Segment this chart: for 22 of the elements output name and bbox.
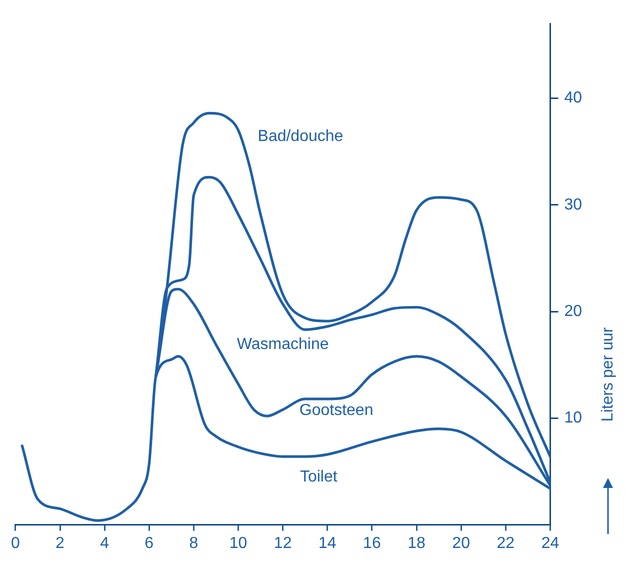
x-tick-label: 20	[452, 534, 470, 552]
x-tick-label: 16	[363, 534, 381, 552]
series-label: Gootsteen	[299, 402, 374, 419]
x-tick-label: 0	[10, 534, 20, 552]
x-tick-label: 18	[408, 534, 426, 552]
x-tick-label: 24	[541, 534, 560, 552]
x-tick-label: 22	[496, 534, 515, 552]
y-tick-label: 40	[564, 90, 582, 107]
y-tick-label: 20	[564, 302, 582, 320]
x-tick-label: 12	[274, 534, 292, 552]
y-tick-label: 10	[564, 410, 582, 427]
x-tick-label: 14	[318, 534, 336, 552]
x-tick-label: 10	[229, 534, 248, 552]
y-tick-label: 30	[564, 196, 582, 214]
x-tick-label: 6	[144, 534, 154, 552]
y-axis-title: Liters per uur	[599, 326, 616, 422]
x-tick-label: 2	[56, 534, 65, 552]
series-label: Bad/douche	[258, 128, 344, 145]
series-label: Toilet	[300, 468, 338, 486]
x-tick-label: 4	[100, 534, 110, 552]
x-tick-label: 8	[189, 534, 198, 552]
series-label: Wasmachine	[236, 336, 329, 353]
